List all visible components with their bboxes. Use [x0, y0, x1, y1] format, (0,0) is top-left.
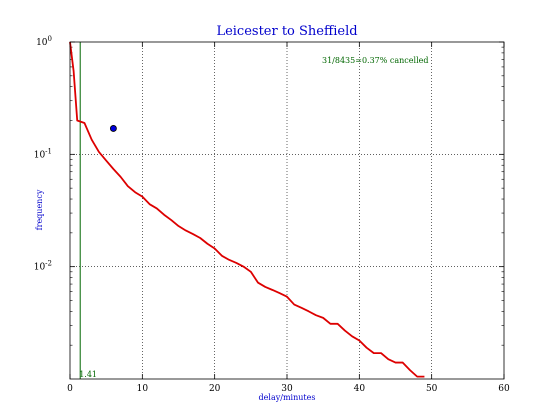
ticks-layer	[69, 41, 505, 379]
scatter-point-marker	[110, 125, 117, 132]
x-axis-label: delay/minutes	[259, 393, 316, 402]
series-line-delay-frequency	[69, 41, 425, 378]
x-tick-label: 60	[498, 384, 510, 394]
x-tick-label: 30	[281, 384, 293, 394]
grid-layer	[70, 42, 504, 379]
x-tick-label: 40	[354, 384, 366, 394]
x-tick-label: 50	[426, 384, 438, 394]
y-tick-exponent: -1	[45, 147, 52, 155]
y-axis-label: frequency	[35, 189, 44, 230]
x-tick-label: 0	[67, 384, 73, 394]
y-tick-exponent: 0	[48, 35, 52, 43]
y-tick-exponent: -2	[45, 260, 52, 268]
x-tick-label: 20	[209, 384, 221, 394]
y-tick-label: 10-2	[34, 260, 52, 273]
chart-title: Leicester to Sheffield	[216, 24, 357, 39]
y-tick-label: 10-1	[34, 147, 52, 160]
vline-label: 1.41	[79, 370, 97, 379]
x-tick-label: 10	[137, 384, 149, 394]
cancelled-annotation: 31/8435=0.37% cancelled	[322, 56, 428, 65]
plot-frame	[69, 41, 505, 380]
y-tick-label: 100	[36, 35, 52, 48]
